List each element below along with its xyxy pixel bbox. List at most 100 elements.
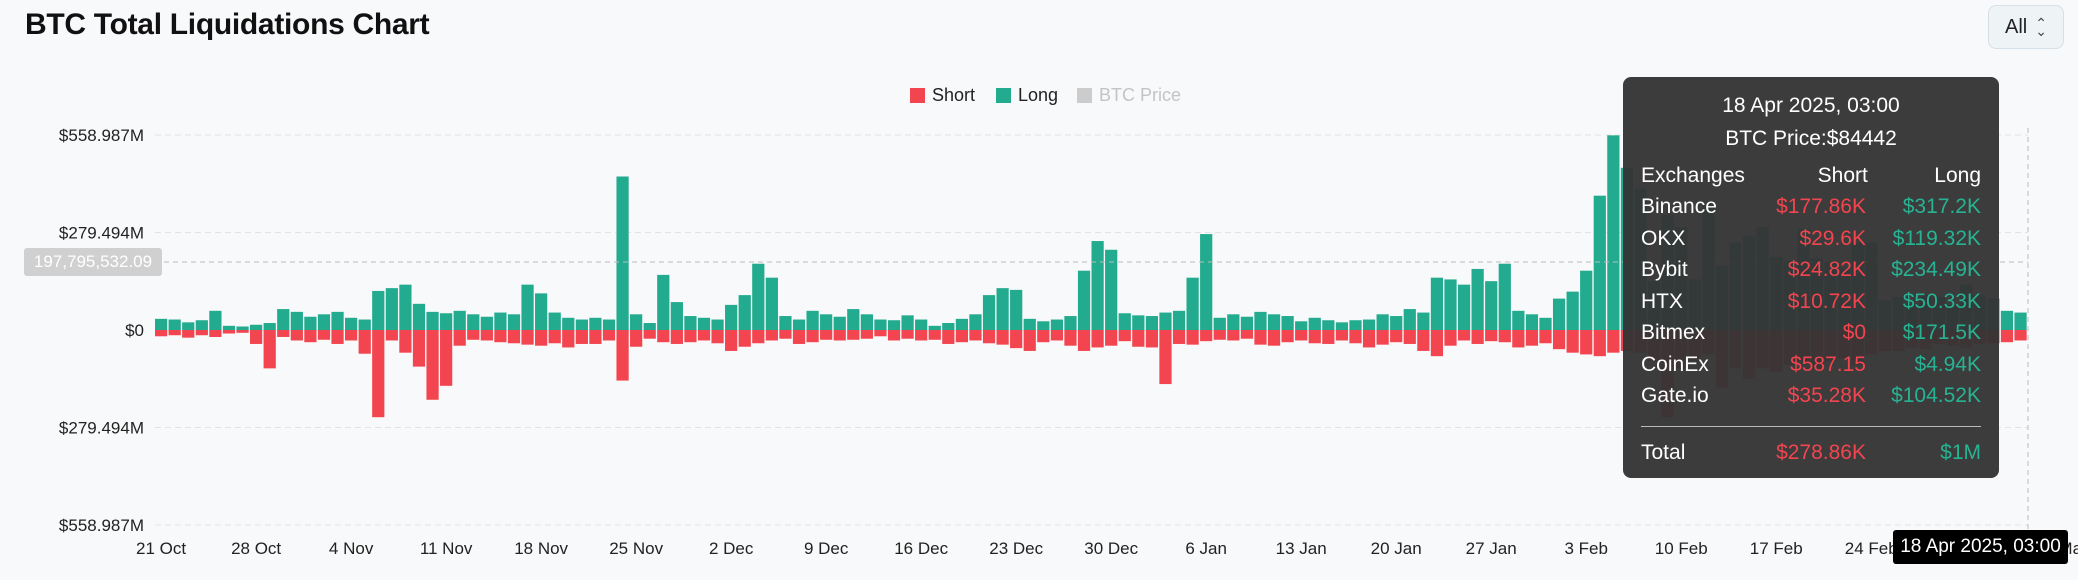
short-bar[interactable] [1607, 330, 1620, 353]
long-bar[interactable] [182, 322, 195, 330]
long-bar[interactable] [643, 323, 656, 330]
short-bar[interactable] [507, 330, 521, 344]
short-bar[interactable] [969, 330, 982, 341]
short-bar[interactable] [209, 330, 222, 337]
long-bar[interactable] [304, 316, 317, 330]
short-bar[interactable] [1457, 330, 1471, 341]
short-bar[interactable] [602, 330, 616, 341]
short-bar[interactable] [1091, 330, 1104, 348]
long-bar[interactable] [548, 312, 561, 330]
long-bar[interactable] [209, 310, 222, 330]
long-bar[interactable] [155, 318, 168, 330]
long-bar[interactable] [887, 320, 901, 330]
long-bar[interactable] [860, 314, 873, 330]
long-bar[interactable] [2000, 310, 2014, 330]
short-bar[interactable] [806, 330, 819, 343]
short-bar[interactable] [765, 330, 778, 341]
short-bar[interactable] [1172, 330, 1186, 344]
short-bar[interactable] [521, 330, 534, 345]
short-bar[interactable] [1485, 330, 1498, 342]
legend-swatch-short[interactable] [910, 88, 925, 103]
short-bar[interactable] [1186, 330, 1199, 345]
short-bar[interactable] [1362, 330, 1376, 348]
long-bar[interactable] [521, 284, 534, 330]
short-bar[interactable] [263, 330, 276, 369]
long-bar[interactable] [1322, 320, 1335, 330]
long-bar[interactable] [847, 309, 860, 330]
long-bar[interactable] [1539, 317, 1552, 330]
short-bar[interactable] [222, 330, 236, 334]
long-bar[interactable] [1390, 316, 1403, 330]
short-bar[interactable] [1417, 330, 1430, 351]
long-bar[interactable] [1267, 314, 1281, 330]
short-bar[interactable] [942, 330, 955, 344]
short-bar[interactable] [453, 330, 466, 346]
long-bar[interactable] [575, 319, 588, 330]
short-bar[interactable] [1200, 330, 1213, 342]
short-bar[interactable] [1254, 330, 1267, 345]
short-bar[interactable] [996, 330, 1009, 345]
long-bar[interactable] [1471, 268, 1484, 330]
short-bar[interactable] [1145, 330, 1159, 348]
short-bar[interactable] [1227, 330, 1240, 341]
short-bar[interactable] [684, 330, 697, 343]
short-bar[interactable] [847, 330, 860, 340]
short-bar[interactable] [874, 330, 887, 337]
long-bar[interactable] [385, 288, 398, 330]
legend-label[interactable]: Short [932, 85, 975, 105]
short-bar[interactable] [1010, 330, 1023, 349]
short-bar[interactable] [697, 330, 711, 341]
long-bar[interactable] [168, 319, 181, 330]
long-bar[interactable] [1607, 135, 1620, 330]
long-bar[interactable] [657, 274, 670, 330]
short-bar[interactable] [372, 330, 385, 418]
long-bar[interactable] [426, 311, 439, 330]
long-bar[interactable] [711, 319, 724, 330]
short-bar[interactable] [304, 330, 317, 343]
long-bar[interactable] [670, 302, 683, 330]
long-bar[interactable] [1064, 316, 1077, 330]
short-bar[interactable] [277, 330, 290, 337]
short-bar[interactable] [480, 330, 493, 341]
long-bar[interactable] [562, 317, 575, 330]
short-bar[interactable] [630, 330, 643, 347]
long-bar[interactable] [1308, 317, 1321, 330]
long-bar[interactable] [1403, 309, 1416, 330]
short-bar[interactable] [955, 330, 968, 343]
short-bar[interactable] [1308, 330, 1321, 344]
short-bar[interactable] [1566, 330, 1579, 353]
long-bar[interactable] [1362, 319, 1376, 330]
short-bar[interactable] [548, 330, 561, 344]
long-bar[interactable] [358, 319, 371, 330]
long-bar[interactable] [1444, 279, 1457, 330]
long-bar[interactable] [1498, 263, 1511, 330]
long-bar[interactable] [440, 313, 453, 330]
long-bar[interactable] [589, 317, 602, 330]
short-bar[interactable] [901, 330, 914, 339]
short-bar[interactable] [1376, 330, 1389, 345]
long-bar[interactable] [1512, 310, 1525, 330]
long-bar[interactable] [1525, 314, 1539, 330]
short-bar[interactable] [1281, 330, 1294, 343]
short-bar[interactable] [1349, 330, 1362, 344]
long-bar[interactable] [833, 316, 846, 330]
short-bar[interactable] [1539, 330, 1552, 344]
long-bar[interactable] [1552, 298, 1566, 330]
short-bar[interactable] [467, 330, 480, 340]
long-bar[interactable] [942, 323, 955, 330]
short-bar[interactable] [575, 330, 588, 344]
short-bar[interactable] [290, 330, 303, 341]
long-bar[interactable] [725, 304, 738, 330]
long-bar[interactable] [1295, 321, 1308, 330]
long-bar[interactable] [345, 317, 358, 330]
long-bar[interactable] [507, 314, 521, 330]
long-bar[interactable] [494, 312, 507, 330]
short-bar[interactable] [752, 330, 765, 344]
long-bar[interactable] [752, 263, 765, 330]
long-bar[interactable] [1159, 312, 1172, 330]
long-bar[interactable] [372, 290, 385, 330]
long-bar[interactable] [236, 326, 249, 330]
long-bar[interactable] [1105, 249, 1118, 330]
long-bar[interactable] [765, 277, 778, 330]
long-bar[interactable] [467, 314, 480, 330]
